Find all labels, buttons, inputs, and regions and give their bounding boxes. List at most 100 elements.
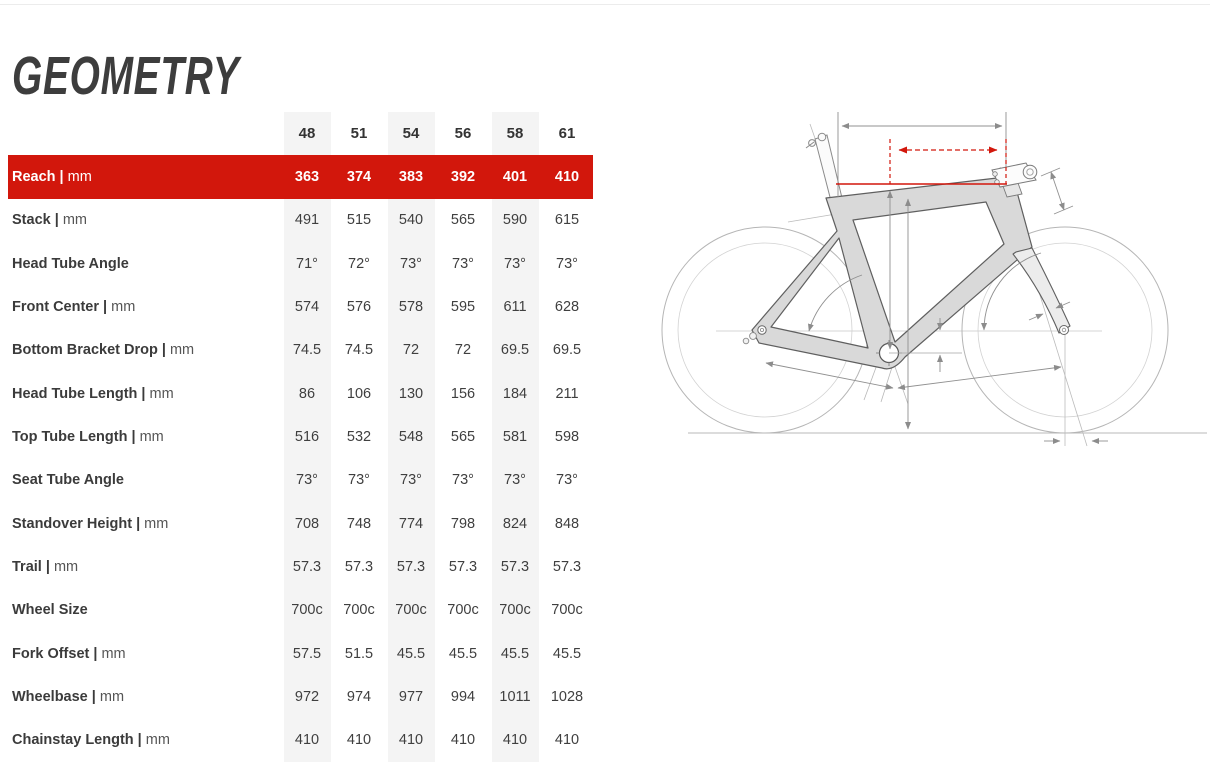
cell-value: 73° — [452, 472, 474, 489]
row-unit: mm — [111, 299, 136, 316]
cell-value: 574 — [281, 285, 333, 329]
table-row: Front Center | mm 574 576 578 595 611 628 — [8, 285, 593, 329]
row-unit: mm — [99, 689, 125, 706]
row-label-text: Wheel Size — [12, 602, 88, 619]
row-label-text: Wheelbase — [12, 689, 88, 706]
cell-value: 700c — [343, 602, 375, 619]
row-label-separator: | — [55, 169, 68, 186]
cell-value: 45.5 — [385, 632, 437, 676]
size-col-header: 58 — [489, 112, 541, 156]
table-row: Wheel Size 700c 700c 700c 700c 700c 700c — [8, 588, 593, 633]
cell-value: 363 — [294, 169, 320, 186]
row-label: Reach | mm — [8, 169, 281, 185]
seat-tube-lower-extension — [880, 363, 894, 403]
cell-value: 72 — [454, 342, 472, 359]
page-title: GEOMETRY — [12, 46, 240, 107]
top-divider — [0, 4, 1210, 5]
head-tube-length-dimension — [1050, 171, 1065, 211]
cell-value: 69.5 — [552, 342, 582, 359]
cell-value: 595 — [450, 299, 476, 316]
cell-value: 156 — [450, 385, 476, 402]
row-label-text: Head Tube Length — [12, 385, 138, 402]
row-label-text: Head Tube Angle — [12, 255, 129, 272]
cell-value: 73° — [348, 472, 370, 489]
cell-value: 57.3 — [552, 559, 582, 576]
cell-value: 700c — [489, 588, 541, 633]
row-label-text: Seat Tube Angle — [12, 472, 124, 489]
row-unit: mm — [62, 212, 87, 229]
cell-value: 74.5 — [281, 328, 333, 373]
cell-value: 972 — [281, 675, 333, 719]
table-row: Seat Tube Angle 73° 73° 73° 73° 73° 73° — [8, 458, 593, 503]
cell-value: 748 — [346, 515, 372, 532]
row-label-separator: | — [132, 515, 145, 532]
bike-geometry-diagram — [661, 112, 1207, 447]
reach-dimension-highlight — [836, 139, 1007, 185]
row-label-separator: | — [157, 342, 170, 359]
cell-value: 491 — [281, 198, 333, 243]
row-label: Wheel Size — [8, 602, 281, 618]
stem-handlebar — [991, 162, 1038, 198]
table-row: Head Tube Length | mm 86 106 130 156 184 211 — [8, 372, 593, 416]
cell-value: 71° — [281, 242, 333, 286]
size-col-header: 54 — [385, 112, 437, 156]
cell-value: 410 — [385, 718, 437, 763]
row-label-separator: | — [137, 385, 150, 402]
cell-value: 69.5 — [489, 328, 541, 373]
row-label: Head Tube Angle — [8, 256, 281, 272]
row-label-text: Trail — [12, 559, 42, 576]
cell-value: 581 — [489, 415, 541, 459]
cell-value: 576 — [346, 299, 372, 316]
rear-dropout — [742, 325, 767, 345]
cell-value: 1028 — [550, 689, 584, 706]
table-row: Bottom Bracket Drop | mm 74.5 74.5 72 72 69.5… — [8, 328, 593, 373]
row-unit: mm — [144, 515, 169, 532]
cell-value: 392 — [450, 169, 476, 186]
table-row: Fork Offset | mm 57.5 51.5 45.5 45.5 45.5 45.5 — [8, 632, 593, 676]
size-col-header: 56 — [454, 125, 472, 143]
cell-value: 401 — [502, 169, 528, 186]
cell-value: 74.5 — [344, 342, 374, 359]
fork-offset-arrow — [1028, 313, 1044, 321]
cell-value: 73° — [452, 255, 474, 272]
cell-value: 86 — [281, 372, 333, 416]
cell-value: 974 — [346, 689, 372, 706]
front-dropout — [1059, 325, 1069, 335]
table-row: Trail | mm 57.3 57.3 57.3 57.3 57.3 57.3 — [8, 545, 593, 589]
cell-value: 57.3 — [281, 545, 333, 589]
row-label: Top Tube Length | mm — [8, 429, 281, 445]
table-header-row: 48 51 54 56 58 61 — [8, 112, 593, 156]
cell-value: 45.5 — [552, 645, 582, 662]
cell-value: 45.5 — [489, 632, 541, 676]
row-label-separator: | — [87, 689, 100, 706]
cell-value: 598 — [554, 429, 580, 446]
cell-value: 51.5 — [344, 645, 374, 662]
cell-value: 57.3 — [385, 545, 437, 589]
cell-value: 72° — [348, 255, 370, 272]
cell-value: 848 — [554, 515, 580, 532]
row-label: Standover Height | mm — [8, 516, 281, 532]
cell-value: 700c — [447, 602, 479, 619]
row-unit: mm — [149, 385, 174, 402]
row-label-separator: | — [133, 732, 146, 749]
size-col-header: 61 — [558, 125, 576, 143]
cell-value: 994 — [450, 689, 476, 706]
cell-value: 73° — [281, 458, 333, 503]
row-label: Head Tube Length | mm — [8, 386, 281, 402]
row-unit: mm — [101, 645, 126, 662]
cell-value: 977 — [385, 675, 437, 719]
cell-value: 798 — [450, 515, 476, 532]
cell-value: 628 — [554, 299, 580, 316]
table-row: Top Tube Length | mm 516 532 548 565 581 598 — [8, 415, 593, 459]
cell-value: 548 — [385, 415, 437, 459]
cell-value: 374 — [346, 169, 372, 186]
head-angle-arc — [981, 252, 1042, 331]
cell-value: 700c — [551, 602, 583, 619]
table-row: Standover Height | mm 708 748 774 798 824 848 — [8, 502, 593, 546]
cell-value: 410 — [281, 718, 333, 763]
size-col-header: 48 — [281, 112, 333, 156]
cell-value: 73° — [556, 255, 578, 272]
row-label-text: Reach — [12, 169, 56, 186]
row-label: Stack | mm — [8, 212, 281, 228]
cell-value: 410 — [450, 732, 476, 749]
